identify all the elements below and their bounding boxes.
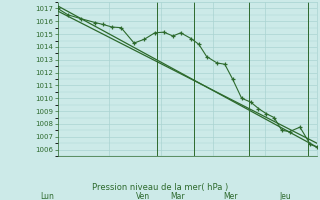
Text: Mar: Mar [170,192,185,200]
Text: Ven: Ven [135,192,150,200]
Text: Jeu: Jeu [279,192,291,200]
Text: Mer: Mer [224,192,238,200]
Text: Pression niveau de la mer( hPa ): Pression niveau de la mer( hPa ) [92,183,228,192]
Text: Lun: Lun [40,192,54,200]
